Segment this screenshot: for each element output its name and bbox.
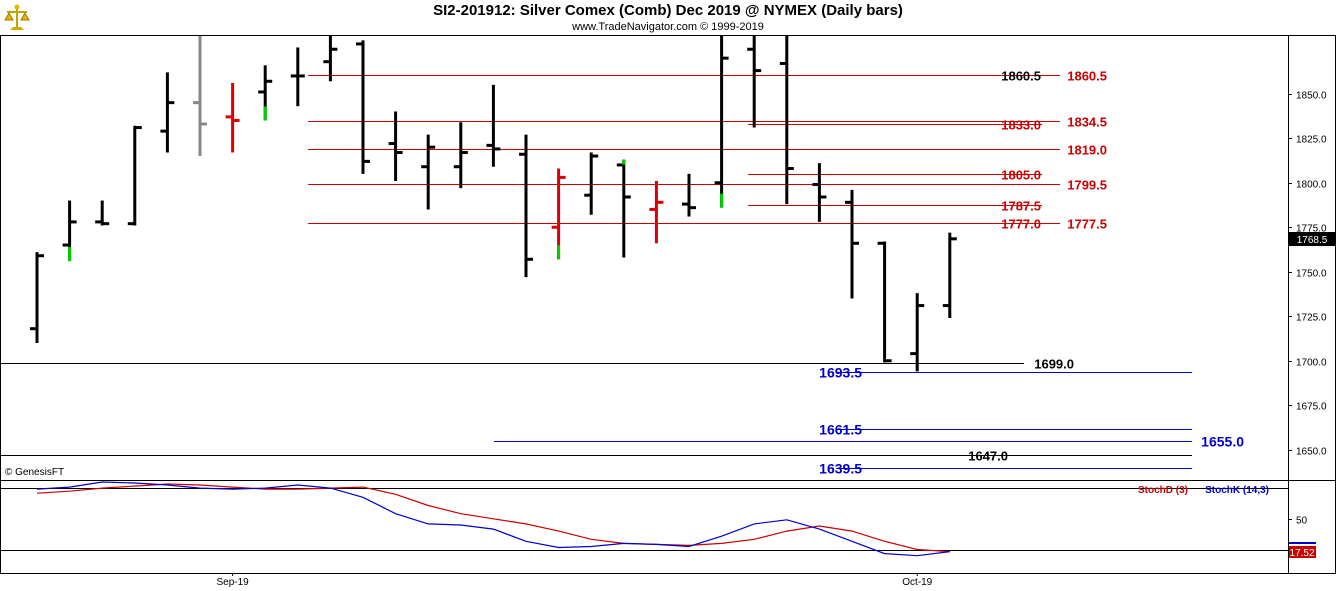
price-axis: 1650.0 1675.0 1700.0 1725.0 1750.0 1775.0 1800… [1288, 91, 1336, 458]
price-level-label: 1833.0 [1001, 118, 1041, 133]
price-level-label: 1693.5 [819, 365, 862, 381]
stoch-k-line [36, 481, 950, 557]
chart-title: SI2-201912: Silver Comex (Comb) Dec 2019… [433, 2, 903, 19]
price-level-label: 1639.5 [819, 461, 862, 477]
price-axis-label: 1825.0 [1296, 135, 1327, 146]
price-level-label: 1860.5 [1001, 69, 1041, 84]
price-axis-label: 1775.0 [1296, 224, 1327, 235]
price-axis-label: 1700.0 [1296, 358, 1327, 369]
price-level-label: 1655.0 [1201, 434, 1244, 450]
stoch-d-line [36, 483, 950, 553]
price-axis-label: 1750.0 [1296, 269, 1327, 280]
stoch-last-label: 17.52 [1289, 548, 1314, 559]
last-price-label: 1768.5 [1297, 235, 1328, 246]
stoch-last-marker [1289, 546, 1316, 558]
price-axis-label: 1800.0 [1296, 180, 1327, 191]
chart-subtitle: www.TradeNavigator.com © 1999-2019 [572, 21, 764, 33]
price-level-label: 1647.0 [968, 449, 1008, 464]
price-level-label: 1699.0 [1034, 357, 1074, 372]
gold-scales-logo-icon [2, 2, 32, 34]
price-level-label: 1834.5 [1067, 115, 1107, 130]
price-level-label: 1661.5 [819, 422, 862, 438]
price-axis-label: 1725.0 [1296, 313, 1327, 324]
time-axis: Sep-19 Oct-19 [216, 573, 933, 588]
price-level-label: 1819.0 [1067, 143, 1107, 158]
price-axis-label: 1850.0 [1296, 91, 1327, 102]
price-axis-label: 1650.0 [1296, 447, 1327, 458]
stoch-axis-label: 50 [1296, 516, 1308, 527]
stoch-legend-k: StochK (14,3) [1205, 485, 1269, 496]
price-levels: 1860.5 1860.5 1834.5 1833.0 1819.0 1805.0 1799… [0, 69, 1244, 477]
stochastic-panel: 50 StochD (3) StochK (14,3) 17.52 [0, 481, 1316, 559]
price-bars [30, 36, 957, 372]
copyright-text: © GenesisFT [5, 467, 65, 478]
price-level-label: 1777.5 [1067, 217, 1107, 232]
price-level-label: 1777.0 [1001, 217, 1041, 232]
price-level-label: 1787.5 [1001, 199, 1041, 214]
price-level-label: 1860.5 [1067, 69, 1107, 84]
stoch-legend-d: StochD (3) [1138, 485, 1188, 496]
price-axis-label: 1675.0 [1296, 402, 1327, 413]
last-price-marker [1289, 232, 1336, 246]
time-axis-label: Sep-19 [216, 577, 249, 588]
price-level-label: 1805.0 [1001, 168, 1041, 183]
time-axis-label: Oct-19 [902, 577, 932, 588]
price-level-label: 1799.5 [1067, 178, 1107, 193]
